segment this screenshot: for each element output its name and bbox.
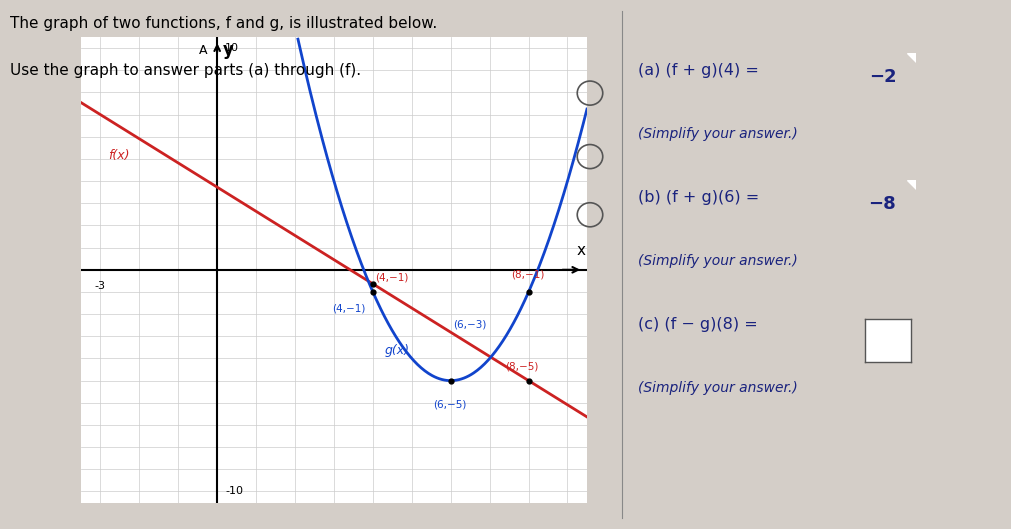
Text: -10: -10 [224, 487, 243, 496]
Text: (8,−1): (8,−1) [511, 270, 544, 279]
Polygon shape [906, 53, 915, 62]
Text: (Simplify your answer.): (Simplify your answer.) [637, 381, 797, 395]
Text: y: y [222, 41, 234, 59]
Text: (a) (f + g)(4) =: (a) (f + g)(4) = [637, 63, 757, 78]
Text: (Simplify your answer.): (Simplify your answer.) [637, 254, 797, 268]
Text: (4,−1): (4,−1) [374, 273, 407, 283]
Text: (6,−5): (6,−5) [433, 399, 466, 409]
Text: (8,−5): (8,−5) [504, 361, 538, 371]
Text: Use the graph to answer parts (a) through (f).: Use the graph to answer parts (a) throug… [10, 63, 361, 78]
Text: −2: −2 [867, 68, 896, 86]
Text: A: A [199, 44, 207, 57]
Text: 10: 10 [224, 43, 239, 53]
Text: The graph of two functions, f and g, is illustrated below.: The graph of two functions, f and g, is … [10, 16, 437, 31]
Polygon shape [906, 180, 915, 189]
Text: (4,−1): (4,−1) [332, 304, 365, 314]
Text: x: x [576, 243, 585, 258]
Text: (b) (f + g)(6) =: (b) (f + g)(6) = [637, 190, 758, 205]
Text: −8: −8 [867, 195, 896, 213]
Text: f(x): f(x) [108, 149, 129, 162]
Text: (c) (f − g)(8) =: (c) (f − g)(8) = [637, 317, 756, 332]
Text: g(x): g(x) [384, 344, 409, 357]
Text: -3: -3 [95, 281, 106, 291]
Text: (Simplify your answer.): (Simplify your answer.) [637, 127, 797, 141]
Text: (6,−3): (6,−3) [452, 320, 485, 330]
